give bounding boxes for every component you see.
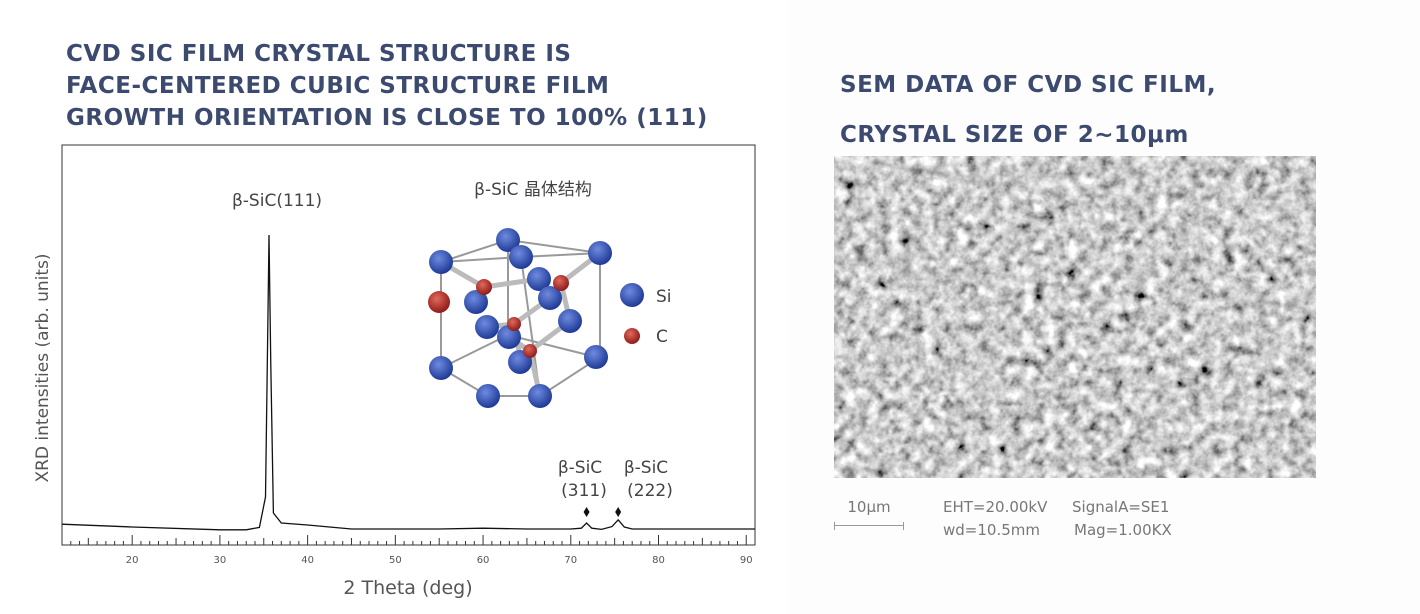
si-atom <box>538 286 562 310</box>
left-title-line: FACE-CENTERED CUBIC STRUCTURE FILM <box>66 73 610 99</box>
y-axis-label: XRD intensities (arb. units) <box>33 253 53 482</box>
peak-label-111: β-SiC(111) <box>232 191 322 211</box>
right-title: SEM DATA OF CVD SIC FILM, CRYSTAL SIZE O… <box>840 60 1216 160</box>
right-title-line: CRYSTAL SIZE OF 2~10μm <box>840 122 1189 148</box>
si-atom <box>528 384 552 408</box>
si-atom <box>497 325 521 349</box>
x-tick-label: 80 <box>652 555 665 566</box>
peak-diamond-marker <box>583 507 590 517</box>
legend-si-marker <box>620 283 644 307</box>
si-atoms <box>429 228 612 408</box>
si-atom <box>588 241 612 265</box>
si-atom <box>476 384 500 408</box>
si-atom <box>429 250 453 274</box>
scale-bar-label: 10μm <box>847 498 891 516</box>
x-tick-label: 20 <box>126 555 139 566</box>
peak-label-311: β-SiC <box>558 458 602 478</box>
x-tick-label: 30 <box>214 555 227 566</box>
si-atom <box>496 228 520 252</box>
c-atom <box>523 344 537 358</box>
left-title: CVD SIC FILM CRYSTAL STRUCTURE IS FACE-C… <box>66 38 708 134</box>
x-axis-label: 2 Theta (deg) <box>343 577 472 599</box>
x-tick-labels: 20 30 40 50 60 70 80 90 <box>126 555 753 566</box>
si-atom <box>584 345 608 369</box>
legend-c-marker <box>624 328 640 344</box>
crystal-structure-inset: β-SiC 晶体结构 Si C <box>428 180 672 408</box>
c-atom <box>476 279 492 295</box>
xrd-series-line <box>61 234 755 531</box>
peak-label-222-index: (222) <box>627 481 673 501</box>
plot-frame <box>61 144 756 546</box>
x-tick-label: 70 <box>564 555 577 566</box>
legend-c-label: C <box>656 327 668 347</box>
x-tick-label: 40 <box>301 555 314 566</box>
si-atom <box>509 245 533 269</box>
right-title-line: SEM DATA OF CVD SIC FILM, <box>840 72 1217 98</box>
xrd-chart: 20 30 40 50 60 70 80 90 2 Theta (deg) XRD inten… <box>33 144 756 599</box>
sem-image <box>834 156 1316 478</box>
left-title-line: GROWTH ORIENTATION IS CLOSE TO 100% (111… <box>66 105 708 131</box>
x-tick-label: 50 <box>389 555 402 566</box>
peak-label-222: β-SiC <box>624 458 668 478</box>
x-tick-label: 90 <box>740 555 753 566</box>
c-atom <box>553 275 569 291</box>
si-atom <box>475 315 499 339</box>
mag-value: Mag=1.00KX <box>1074 521 1172 539</box>
c-atom <box>428 291 450 313</box>
sem-panel: SEM DATA OF CVD SIC FILM, CRYSTAL SIZE O… <box>788 0 1420 614</box>
si-atom <box>464 290 488 314</box>
c-atom <box>507 317 521 331</box>
wd-value: wd=10.5mm <box>943 521 1040 539</box>
legend-si-label: Si <box>656 287 672 307</box>
x-ticks <box>61 535 756 545</box>
c-atoms <box>428 275 569 358</box>
peak-label-311-index: (311) <box>561 481 607 501</box>
peak-diamond-marker <box>615 507 622 517</box>
left-title-line: CVD SIC FILM CRYSTAL STRUCTURE IS <box>66 41 572 67</box>
signal-value: SignalA=SE1 <box>1072 498 1170 516</box>
x-tick-label: 60 <box>477 555 490 566</box>
inset-title: β-SiC 晶体结构 <box>474 180 592 200</box>
si-atom <box>429 356 453 380</box>
scale-bar: 10μm <box>834 498 904 530</box>
si-atom <box>558 309 582 333</box>
eht-value: EHT=20.00kV <box>943 498 1048 516</box>
si-atom <box>527 267 551 291</box>
